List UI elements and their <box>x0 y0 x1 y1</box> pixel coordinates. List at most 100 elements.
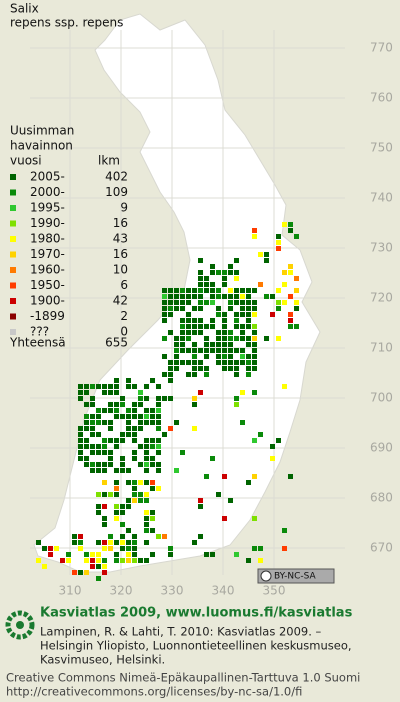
record-square <box>276 306 281 311</box>
record-square <box>186 360 191 365</box>
record-square <box>144 468 149 473</box>
record-square <box>84 570 89 575</box>
record-square <box>144 444 149 449</box>
record-square <box>180 348 185 353</box>
record-square <box>96 576 101 581</box>
record-square <box>162 300 167 305</box>
record-square <box>192 366 197 371</box>
north-tick-label: 710 <box>370 341 393 355</box>
record-square <box>156 426 161 431</box>
record-square <box>228 294 233 299</box>
record-square <box>234 324 239 329</box>
record-square <box>234 294 239 299</box>
record-square <box>228 354 233 359</box>
record-square <box>198 366 203 371</box>
citation: Lampinen, R. & Lahti, T. 2010: Kasviatla… <box>40 625 322 639</box>
record-square <box>150 414 155 419</box>
record-square <box>252 312 257 317</box>
record-square <box>168 300 173 305</box>
record-square <box>246 294 251 299</box>
record-square <box>180 288 185 293</box>
legend-label: 1970- <box>30 247 65 261</box>
record-square <box>246 360 251 365</box>
record-square <box>216 294 221 299</box>
record-square <box>252 300 257 305</box>
legend-label: 2000- <box>30 185 65 199</box>
record-square <box>216 312 221 317</box>
record-square <box>108 456 113 461</box>
record-square <box>222 324 227 329</box>
record-square <box>150 552 155 557</box>
record-square <box>114 480 119 485</box>
record-square <box>258 546 263 551</box>
record-square <box>204 282 209 287</box>
record-square <box>132 480 137 485</box>
record-square <box>108 492 113 497</box>
record-square <box>156 414 161 419</box>
record-square <box>114 408 119 413</box>
record-square <box>252 288 257 293</box>
record-square <box>246 558 251 563</box>
record-square <box>102 558 107 563</box>
record-square <box>120 462 125 467</box>
record-square <box>180 306 185 311</box>
record-square <box>168 312 173 317</box>
record-square <box>282 222 287 227</box>
record-square <box>120 414 125 419</box>
record-square <box>174 288 179 293</box>
record-square <box>78 450 83 455</box>
record-square <box>198 330 203 335</box>
record-square <box>156 408 161 413</box>
record-square <box>114 468 119 473</box>
legend-count: 9 <box>120 201 128 215</box>
record-square <box>126 546 131 551</box>
logo-ring <box>5 610 35 640</box>
license-badge: BY-NC-SA <box>257 568 335 584</box>
record-square <box>252 438 257 443</box>
record-square <box>90 414 95 419</box>
record-square <box>174 294 179 299</box>
record-square <box>162 336 167 341</box>
record-square <box>120 438 125 443</box>
legend-total-label: Yhteensä <box>9 336 66 350</box>
record-square <box>174 348 179 353</box>
citation: Helsingin Yliopisto, Luonnontieteellinen… <box>40 639 352 653</box>
record-square <box>252 306 257 311</box>
record-square <box>240 348 245 353</box>
record-square <box>90 384 95 389</box>
record-square <box>174 300 179 305</box>
record-square <box>36 558 41 563</box>
record-square <box>162 312 167 317</box>
record-square <box>102 546 107 551</box>
east-tick-label: 340 <box>212 584 235 598</box>
record-square <box>132 384 137 389</box>
record-square <box>126 432 131 437</box>
record-square <box>210 300 215 305</box>
record-square <box>48 552 53 557</box>
record-square <box>234 318 239 323</box>
record-square <box>48 546 53 551</box>
record-square <box>96 384 101 389</box>
species-subtitle: repens ssp. repens <box>10 16 123 30</box>
legend-count: 6 <box>120 278 128 292</box>
record-square <box>192 372 197 377</box>
record-square <box>234 366 239 371</box>
record-square <box>288 264 293 269</box>
record-square <box>210 282 215 287</box>
record-square <box>186 324 191 329</box>
record-square <box>222 276 227 281</box>
record-square <box>240 300 245 305</box>
record-square <box>108 408 113 413</box>
record-square <box>126 378 131 383</box>
record-square <box>96 420 101 425</box>
record-square <box>102 504 107 509</box>
record-square <box>240 336 245 341</box>
record-square <box>102 462 107 467</box>
record-square <box>162 372 167 377</box>
record-square <box>120 468 125 473</box>
record-square <box>216 336 221 341</box>
record-square <box>150 516 155 521</box>
record-square <box>276 438 281 443</box>
legend-label: 1990- <box>30 216 65 230</box>
record-square <box>156 396 161 401</box>
